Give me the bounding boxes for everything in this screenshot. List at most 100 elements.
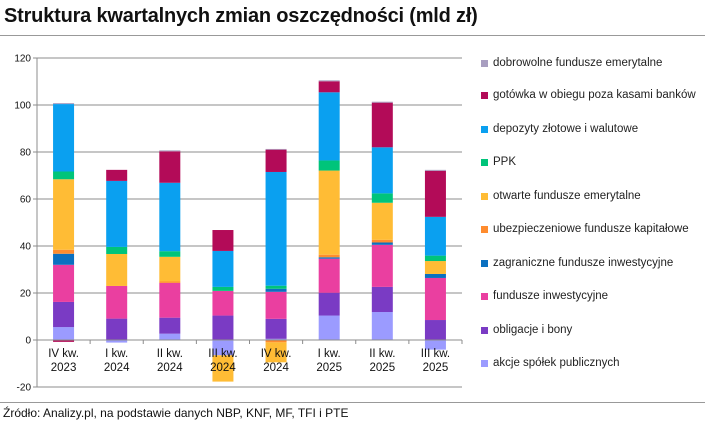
y-tick-label: 60 — [20, 195, 32, 206]
bar-segment — [159, 317, 181, 334]
bar-segment — [212, 290, 234, 316]
bar-segment — [424, 255, 446, 262]
bar-segment — [424, 170, 446, 217]
legend-item: zagraniczne fundusze inwestycyjne — [480, 256, 673, 271]
bar-segment — [371, 101, 393, 103]
bar-segment — [318, 254, 340, 258]
bar-segment — [53, 340, 75, 342]
bar-segment — [424, 273, 446, 278]
x-tick-label: IV kw. — [48, 348, 79, 360]
y-tick-label: 20 — [20, 289, 32, 300]
bar-segment — [371, 286, 393, 313]
bar-segment — [318, 258, 340, 293]
bar-segment — [424, 340, 446, 350]
bar-segment — [371, 312, 393, 340]
bar-segment — [318, 160, 340, 171]
legend-swatch — [481, 260, 488, 267]
bar-segment — [53, 179, 75, 250]
bar-segment — [53, 264, 75, 302]
legend-swatch — [481, 126, 488, 133]
title-divider — [0, 35, 705, 36]
x-tick-label: I kw. — [318, 348, 341, 360]
bar-segment — [212, 286, 234, 291]
bar-segment — [106, 246, 128, 254]
bar-segment — [265, 291, 287, 319]
legend-item: otwarte fundusze emerytalne — [480, 189, 641, 204]
x-tick-label: II kw. — [369, 348, 395, 360]
bar-segment — [53, 327, 75, 340]
x-tick-label: 2023 — [51, 362, 77, 374]
y-tick-label: 120 — [14, 54, 31, 65]
x-tick-label: IV kw. — [261, 348, 292, 360]
bar-segment — [318, 292, 340, 316]
bar-segment — [53, 301, 75, 328]
legend-swatch — [481, 327, 488, 334]
legend-swatch — [481, 92, 488, 99]
bar-segment — [371, 244, 393, 287]
x-tick-label: III kw. — [421, 348, 450, 360]
bar-segment — [212, 340, 234, 356]
legend-item: PPK — [480, 155, 516, 170]
legend-swatch — [481, 193, 488, 200]
bar-segment — [159, 281, 181, 283]
bar-segment — [265, 340, 287, 343]
x-tick-label: 2024 — [157, 362, 183, 374]
bar-segment — [424, 216, 446, 256]
y-tick-label: -20 — [17, 383, 32, 394]
bar-segment — [265, 171, 287, 286]
bar-segment — [212, 250, 234, 287]
legend-swatch — [481, 293, 488, 300]
y-tick-label: 40 — [20, 242, 32, 253]
bar-segment — [53, 249, 75, 254]
legend-label: fundusze inwestycyjne — [493, 290, 609, 302]
bar-segment — [318, 80, 340, 82]
bar-segment — [265, 318, 287, 339]
bar-segment — [159, 256, 181, 282]
bar-segment — [212, 230, 234, 251]
bar-segment — [159, 151, 181, 183]
bar-segment — [53, 171, 75, 180]
bar-segment — [371, 242, 393, 245]
bar-segment — [106, 253, 128, 286]
bar-segment — [424, 277, 446, 321]
legend-swatch — [481, 159, 488, 166]
source-note: Źródło: Analizy.pl, na podstawie danych … — [3, 406, 349, 420]
bar-segment — [159, 333, 181, 340]
y-tick-label: 80 — [20, 148, 32, 159]
y-tick-label: 0 — [25, 336, 31, 347]
y-tick-label: 100 — [14, 101, 31, 112]
bar-segment — [318, 170, 340, 255]
legend-item: akcje spółek publicznych — [480, 356, 620, 371]
x-tick-label: III kw. — [208, 348, 237, 360]
source-divider — [0, 402, 705, 403]
bar-segment — [424, 261, 446, 274]
x-tick-label: I kw. — [105, 348, 128, 360]
legend-label: akcje spółek publicznych — [493, 357, 620, 369]
bar-segment — [265, 288, 287, 292]
bar-segment — [106, 285, 128, 319]
bar-segment — [265, 342, 287, 363]
bar-segment — [53, 103, 75, 105]
x-tick-label: 2025 — [423, 362, 449, 374]
bar-segment — [212, 315, 234, 340]
legend-swatch — [481, 226, 488, 233]
bar-segment — [424, 169, 446, 171]
bar-segment — [371, 147, 393, 194]
bar-segment — [371, 193, 393, 203]
legend-label: obligacje i bony — [493, 324, 573, 336]
bar-segment — [106, 340, 128, 343]
bar-segment — [106, 169, 128, 181]
bar-segment — [318, 257, 340, 259]
bar-segment — [106, 180, 128, 247]
legend-item: gotówka w obiegu poza kasami banków — [480, 88, 696, 103]
legend-label: ubezpieczeniowe fundusze kapitałowe — [493, 223, 689, 235]
bar-segment — [424, 320, 446, 340]
legend-label: depozyty złotowe i walutowe — [493, 123, 639, 135]
legend-item: ubezpieczeniowe fundusze kapitałowe — [480, 222, 689, 237]
legend-label: PPK — [493, 156, 517, 168]
bar-segment — [159, 282, 181, 318]
bar-segment — [265, 285, 287, 289]
x-tick-label: 2024 — [263, 362, 289, 374]
x-tick-label: 2025 — [316, 362, 342, 374]
